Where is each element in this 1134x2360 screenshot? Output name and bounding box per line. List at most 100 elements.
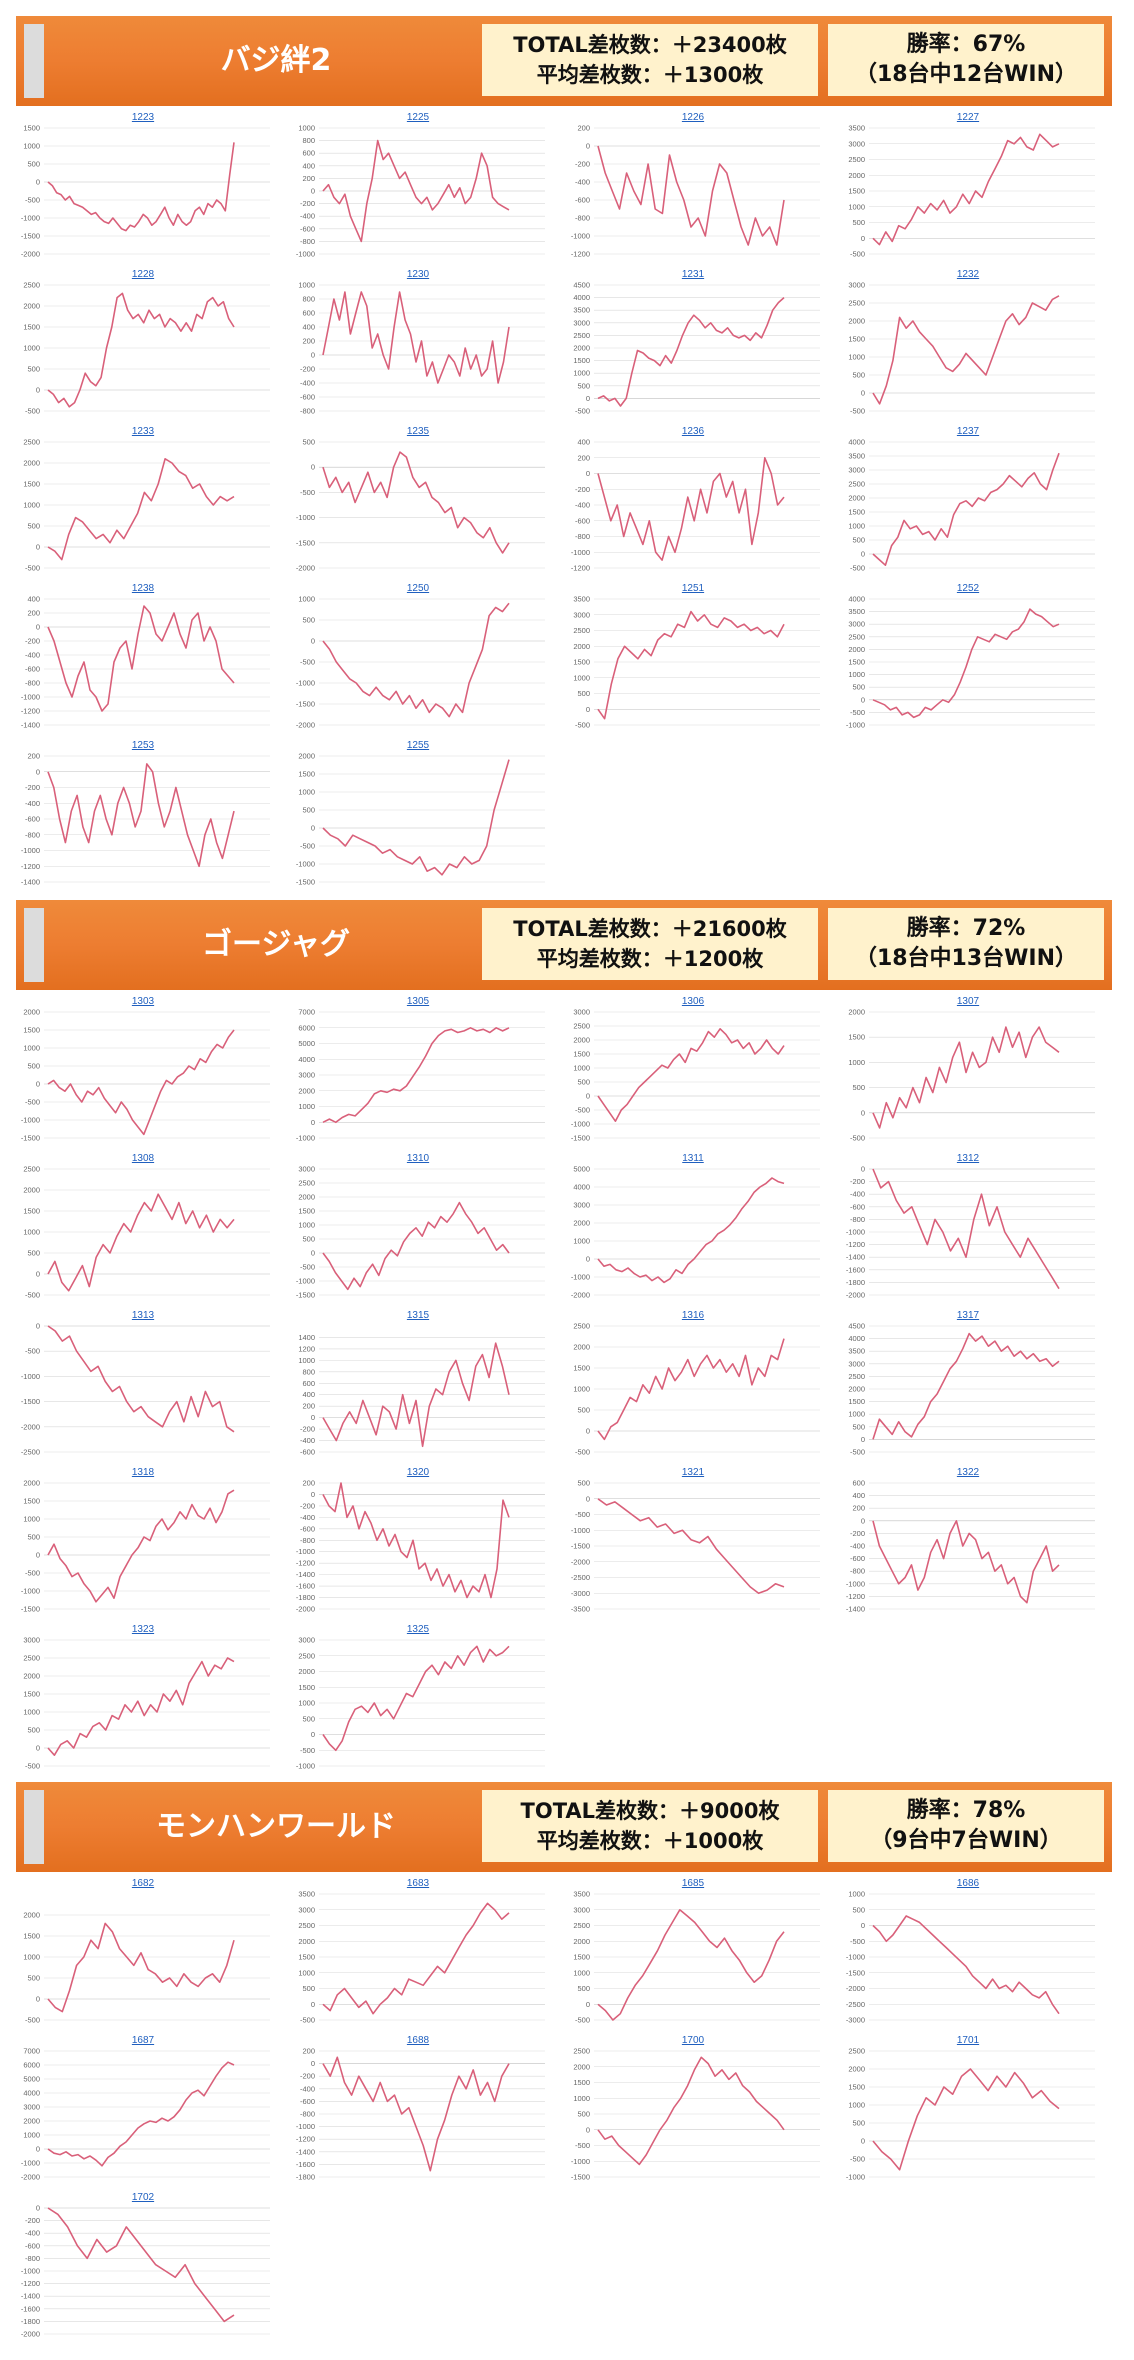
- section-banner: ゴージャグ TOTAL差枚数：＋21600枚 平均差枚数：＋1200枚 勝率：72% （…: [16, 900, 1112, 990]
- chart-title-link[interactable]: 1315: [406, 1310, 430, 1321]
- chart-title-link[interactable]: 1310: [406, 1153, 430, 1164]
- chart-plot: 3000 2500 2000 1500 1000 500 0 -500 -1000: [296, 1636, 545, 1771]
- series-line: [322, 1482, 510, 1599]
- series-line: [47, 605, 235, 712]
- chart-title-link[interactable]: 1688: [406, 2035, 430, 2046]
- chart-title-link[interactable]: 1682: [131, 1878, 155, 1889]
- chart-title-link[interactable]: 1253: [131, 740, 155, 751]
- chart-title-link[interactable]: 1321: [681, 1467, 705, 1478]
- y-tick-label: 0: [36, 543, 40, 552]
- y-tick-label: -2000: [846, 1291, 865, 1300]
- chart-title-link[interactable]: 1687: [131, 2035, 155, 2046]
- series-line: [872, 295, 1060, 405]
- y-tick-label: 0: [861, 1435, 865, 1444]
- y-tick-label: 400: [302, 161, 315, 170]
- y-tick-label: 3500: [848, 1347, 865, 1356]
- machine-chart: 1232 3000 2500 2000 1500 1000 500 0 -500: [835, 269, 1101, 419]
- chart-title-link[interactable]: 1686: [956, 1878, 980, 1889]
- y-tick-label: 3500: [573, 595, 590, 604]
- chart-title-link[interactable]: 1306: [681, 996, 705, 1007]
- chart-title-link[interactable]: 1317: [956, 1310, 980, 1321]
- y-tick-label: -3500: [571, 1605, 590, 1614]
- chart-title-link[interactable]: 1316: [681, 1310, 705, 1321]
- chart-title-link[interactable]: 1228: [131, 269, 155, 280]
- y-tick-label: -3000: [571, 1589, 590, 1598]
- machine-chart: 1325 3000 2500 2000 1500 1000 500 0 -500 -1000: [285, 1624, 551, 1774]
- chart-title-link[interactable]: 1233: [131, 426, 155, 437]
- machine-chart: 1688 200 0 -200 -400 -600 -800 -1000 -1200 -1400 -…: [285, 2035, 551, 2185]
- chart-plot: 3000 2500 2000 1500 1000 500 0 -500 -1000 -1500: [296, 1165, 545, 1300]
- chart-title-link[interactable]: 1303: [131, 996, 155, 1007]
- y-tick-label: 2000: [23, 302, 40, 311]
- chart-title-link[interactable]: 1702: [131, 2192, 155, 2203]
- chart-title-link[interactable]: 1325: [406, 1624, 430, 1635]
- chart-title-link[interactable]: 1252: [956, 583, 980, 594]
- y-tick-label: 2500: [848, 2047, 865, 2056]
- chart-title-link[interactable]: 1700: [681, 2035, 705, 2046]
- chart-title-link[interactable]: 1323: [131, 1624, 155, 1635]
- y-tick-label: -1500: [21, 1397, 40, 1406]
- chart-title-link[interactable]: 1255: [406, 740, 430, 751]
- y-tick-label: 1000: [298, 788, 315, 797]
- chart-title-link[interactable]: 1685: [681, 1878, 705, 1889]
- chart-title-link[interactable]: 1232: [956, 269, 980, 280]
- chart-title-link[interactable]: 1307: [956, 996, 980, 1007]
- y-tick-label: 1000: [848, 1410, 865, 1419]
- y-tick-label: -1500: [296, 1291, 315, 1300]
- y-tick-label: 2000: [23, 459, 40, 468]
- chart-title-link[interactable]: 1250: [406, 583, 430, 594]
- chart-title-link[interactable]: 1313: [131, 1310, 155, 1321]
- y-tick-label: -500: [850, 1937, 865, 1946]
- y-tick-label: -1600: [296, 2160, 315, 2169]
- y-tick-label: -400: [25, 2229, 40, 2238]
- chart-title-link[interactable]: 1683: [406, 1878, 430, 1889]
- y-tick-label: 1000: [848, 2101, 865, 2110]
- chart-plot: 7000 6000 5000 4000 3000 2000 1000 0 -1000: [296, 1008, 545, 1143]
- y-tick-label: -600: [850, 1554, 865, 1563]
- chart-title-link[interactable]: 1227: [956, 112, 980, 123]
- chart-title-link[interactable]: 1223: [131, 112, 155, 123]
- chart-title-link[interactable]: 1311: [682, 1153, 704, 1164]
- chart-title-link[interactable]: 1308: [131, 1153, 155, 1164]
- y-tick-label: -500: [575, 1106, 590, 1115]
- chart-plot: 500 0 -500 -1000 -1500 -2000: [296, 438, 545, 573]
- chart-title-link[interactable]: 1226: [681, 112, 705, 123]
- chart-title-link[interactable]: 1320: [406, 1467, 430, 1478]
- y-tick-label: 2500: [298, 1921, 315, 1930]
- chart-plot: 4000 3500 3000 2500 2000 1500 1000 500 0 -500 -100…: [846, 595, 1095, 730]
- y-tick-label: 1000: [848, 1890, 865, 1899]
- y-tick-label: 3500: [298, 1890, 315, 1899]
- chart-title-link[interactable]: 1322: [956, 1467, 980, 1478]
- y-tick-label: 0: [586, 1494, 590, 1503]
- chart-title-link[interactable]: 1318: [131, 1467, 155, 1478]
- series-line: [322, 1645, 510, 1752]
- y-tick-label: 0: [36, 767, 40, 776]
- machine-chart: 1315 1400 1200 1000 800 600 400 200 0 -200 -400 -60…: [285, 1310, 551, 1460]
- chart-title-link[interactable]: 1225: [406, 112, 430, 123]
- machine-chart: 1317 4500 4000 3500 3000 2500 2000 1500 1000 500 0…: [835, 1310, 1101, 1460]
- y-tick-label: -200: [300, 2072, 315, 2081]
- y-tick-label: 1000: [573, 1968, 590, 1977]
- machine-chart: 1323 3000 2500 2000 1500 1000 500 0 -500: [10, 1624, 276, 1774]
- y-tick-label: 0: [36, 623, 40, 632]
- y-tick-label: -1000: [296, 2122, 315, 2131]
- y-tick-label: 1000: [573, 369, 590, 378]
- chart-title-link[interactable]: 1305: [406, 996, 430, 1007]
- y-tick-label: 5000: [23, 2075, 40, 2084]
- y-tick-label: 1500: [23, 1497, 40, 1506]
- chart-title-link[interactable]: 1230: [406, 269, 430, 280]
- y-tick-label: -1200: [571, 564, 590, 573]
- chart-title-link[interactable]: 1237: [956, 426, 980, 437]
- chart-title-link[interactable]: 1312: [956, 1153, 980, 1164]
- y-tick-label: 2500: [23, 1165, 40, 1174]
- chart-title-link[interactable]: 1231: [681, 269, 705, 280]
- chart-title-link[interactable]: 1238: [131, 583, 155, 594]
- chart-title-link[interactable]: 1701: [956, 2035, 980, 2046]
- chart-title-link[interactable]: 1236: [681, 426, 705, 437]
- y-tick-label: 5000: [573, 1165, 590, 1174]
- y-tick-label: 600: [302, 309, 315, 318]
- y-tick-label: 500: [852, 683, 865, 692]
- chart-title-link[interactable]: 1235: [406, 426, 430, 437]
- chart-title-link[interactable]: 1251: [681, 583, 705, 594]
- chart-plot: 3500 3000 2500 2000 1500 1000 500 0 -500: [298, 1890, 545, 2025]
